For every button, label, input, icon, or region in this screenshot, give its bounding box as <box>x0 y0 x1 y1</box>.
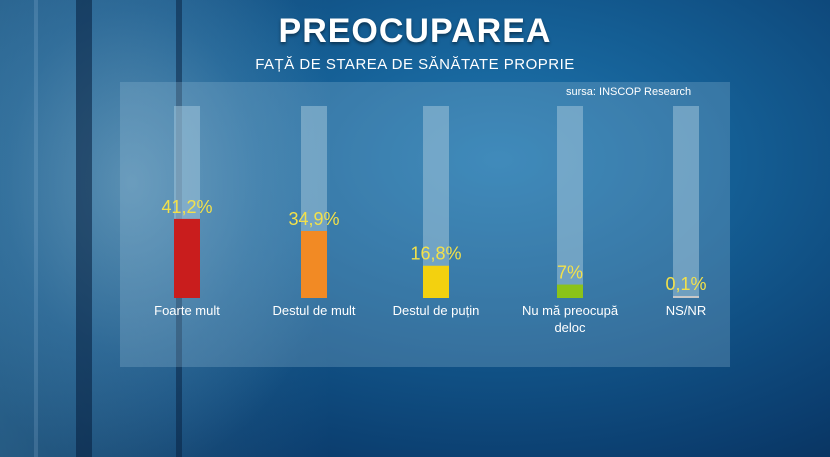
data-label: 34,9% <box>288 209 339 229</box>
decorative-stripe <box>34 0 38 457</box>
background-photo <box>0 0 330 457</box>
category-label: Foarte mult <box>154 303 220 318</box>
category-label: NS/NR <box>666 303 706 318</box>
bar <box>673 296 699 298</box>
category-label: deloc <box>554 320 586 335</box>
category-label: Nu mă preocupă <box>522 303 619 318</box>
category-label: Destul de mult <box>272 303 355 318</box>
decorative-stripe <box>76 0 92 457</box>
data-label: 41,2% <box>161 197 212 217</box>
bar-track <box>557 106 583 298</box>
category-label: Destul de puțin <box>393 303 480 318</box>
source-note: sursa: INSCOP Research <box>566 86 692 98</box>
bar <box>301 230 327 298</box>
data-label: 16,8% <box>410 244 461 264</box>
bar <box>423 265 449 298</box>
data-label: 7% <box>557 263 583 283</box>
bar <box>174 218 200 298</box>
bar-track <box>673 106 699 298</box>
page-subtitle: FAȚĂ DE STAREA DE SĂNĂTATE PROPRIE <box>255 56 575 73</box>
data-label: 0,1% <box>665 274 706 294</box>
bar <box>557 284 583 298</box>
page-title: PREOCUPAREA <box>278 12 552 50</box>
